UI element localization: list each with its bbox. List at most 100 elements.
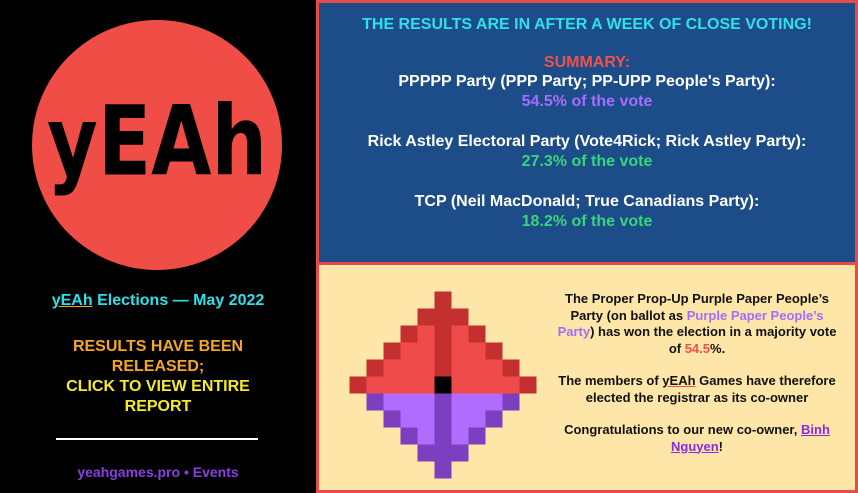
headline: THE RESULTS ARE IN AFTER A WEEK OF CLOSE… [362, 16, 812, 33]
pixel [451, 427, 469, 445]
report-link[interactable]: RESULTS HAVE BEEN RELEASED; CLICK TO VIE… [40, 337, 276, 417]
pixel [451, 342, 469, 360]
pixel [468, 359, 486, 377]
pixel [434, 291, 452, 309]
pixel [434, 427, 452, 445]
notice-link[interactable]: CLICK TO VIEW ENTIRE REPORT [66, 378, 250, 415]
pixel [417, 308, 435, 326]
pixel [400, 427, 418, 445]
event-name: Elections — May 2022 [97, 292, 265, 309]
pixel [366, 393, 384, 411]
pixel [417, 376, 435, 394]
pixel [417, 359, 435, 377]
logo-text: yEAh [47, 85, 267, 197]
party: Rick Astley Electoral Party (Vote4Rick; … [367, 133, 807, 150]
pixel-diamond [349, 291, 537, 479]
pixel [451, 393, 469, 411]
pixel [485, 393, 503, 411]
pixel [451, 308, 469, 326]
pixel [434, 393, 452, 411]
text: The members of [558, 373, 663, 388]
pixel [383, 342, 401, 360]
text: ! [718, 438, 723, 454]
left-panel: yEAh yEAh Elections — May 2022 RESULTS H… [0, 0, 316, 493]
pixel [417, 427, 435, 445]
share: 18.2% of the vote [521, 213, 653, 230]
pixel [417, 325, 435, 343]
paragraph: Congratulations to our new co-owner, Bin… [551, 422, 843, 455]
pixel [519, 376, 537, 394]
party: TCP (Neil MacDonald; True Canadians Part… [414, 193, 760, 210]
pixel [485, 359, 503, 377]
pixel [468, 410, 486, 428]
pixel [451, 410, 469, 428]
text: %. [710, 340, 726, 356]
pixel [434, 444, 452, 462]
pixel [468, 376, 486, 394]
pixel [451, 376, 469, 394]
pixel [468, 342, 486, 360]
pixel [434, 342, 452, 360]
pixel [468, 427, 486, 445]
pixel [400, 342, 418, 360]
party: PPPPP Party (PPP Party; PP-UPP People's … [398, 73, 776, 90]
divider [56, 438, 258, 440]
pixel [434, 325, 452, 343]
pixel [400, 393, 418, 411]
pixel [502, 393, 520, 411]
pixel [468, 393, 486, 411]
pixel [485, 376, 503, 394]
pixel [366, 376, 384, 394]
notice-line: RESULTS HAVE BEEN RELEASED; [72, 338, 244, 375]
paragraph: The members of yEAh Games have therefore… [551, 373, 843, 406]
pixel [434, 461, 452, 479]
pixel [434, 359, 452, 377]
pixel [417, 393, 435, 411]
pixel [451, 325, 469, 343]
text: ) has won the election in a majority vot… [590, 324, 837, 356]
pixel [383, 410, 401, 428]
share: 27.3% of the vote [521, 153, 653, 170]
text: Congratulations to our new co-owner, [564, 422, 801, 437]
brand: yEAh [662, 373, 696, 388]
pixel [434, 308, 452, 326]
brand: yEAh [51, 292, 93, 309]
announcement: The Proper Prop-Up Purple Paper People’s… [551, 291, 843, 471]
text: Games have therefore elected the registr… [585, 373, 836, 405]
pixel [417, 342, 435, 360]
pixel [434, 376, 452, 394]
pixel [451, 444, 469, 462]
pixel [383, 359, 401, 377]
pixel [451, 359, 469, 377]
highlight: Purple Paper People’s Party [557, 307, 824, 340]
name-link[interactable]: Binh Nguyen [670, 422, 830, 454]
pixel [485, 342, 503, 360]
pixel [502, 376, 520, 394]
pixel [349, 376, 367, 394]
announcement-panel: The Proper Prop-Up Purple Paper People’s… [316, 262, 858, 493]
logo: yEAh [32, 20, 282, 270]
summary-panel: THE RESULTS ARE IN AFTER A WEEK OF CLOSE… [316, 0, 858, 265]
summary-label: SUMMARY: [543, 54, 631, 71]
pixel [485, 410, 503, 428]
pixel [434, 410, 452, 428]
pixel [468, 325, 486, 343]
text: The Proper Prop-Up Purple Paper People’s… [565, 291, 829, 323]
pixel [400, 410, 418, 428]
logo-circle [32, 20, 282, 270]
footer: yeahgames.pro • Events [77, 464, 239, 480]
pixel [383, 393, 401, 411]
share: 54.5% of the vote [521, 93, 653, 110]
pixel [417, 410, 435, 428]
pixel [502, 359, 520, 377]
pixel [400, 325, 418, 343]
event-title: yEAh Elections — May 2022 [0, 292, 316, 310]
pixel [400, 376, 418, 394]
pixel [383, 376, 401, 394]
pixel [400, 359, 418, 377]
paragraph: The Proper Prop-Up Purple Paper People’s… [551, 291, 843, 357]
pixel [417, 444, 435, 462]
pixel [366, 359, 384, 377]
highlight: 54.5 [684, 340, 711, 356]
